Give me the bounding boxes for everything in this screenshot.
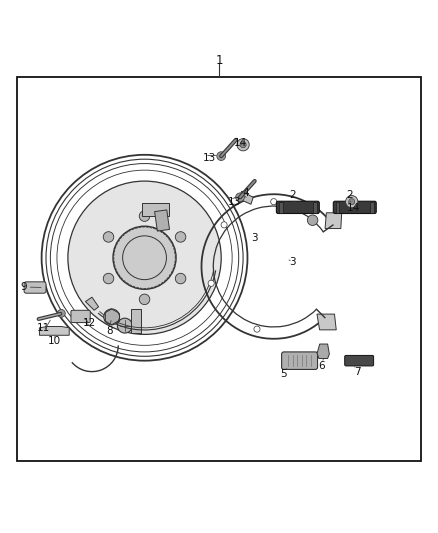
- Bar: [131, 309, 141, 333]
- Text: 14: 14: [233, 138, 247, 148]
- Bar: [142, 204, 169, 216]
- Bar: [313, 202, 317, 213]
- Circle shape: [254, 326, 260, 332]
- Circle shape: [240, 142, 246, 148]
- Polygon shape: [238, 191, 253, 204]
- FancyBboxPatch shape: [71, 310, 90, 322]
- Circle shape: [237, 139, 249, 151]
- Text: 10: 10: [48, 336, 61, 346]
- Bar: [336, 202, 339, 213]
- FancyBboxPatch shape: [333, 201, 376, 214]
- Bar: [279, 202, 283, 213]
- Text: 13: 13: [203, 153, 216, 163]
- Polygon shape: [317, 344, 329, 359]
- Circle shape: [236, 193, 244, 201]
- Bar: [17, 77, 421, 462]
- Polygon shape: [325, 213, 342, 229]
- Text: 11: 11: [37, 323, 50, 333]
- Text: 5: 5: [280, 369, 287, 379]
- Circle shape: [217, 152, 226, 160]
- Polygon shape: [317, 314, 336, 330]
- Bar: [370, 202, 374, 213]
- Circle shape: [57, 310, 65, 317]
- Text: 1: 1: [215, 54, 223, 67]
- Text: 2: 2: [289, 190, 296, 200]
- Circle shape: [117, 318, 132, 333]
- Text: 2: 2: [346, 190, 353, 200]
- FancyBboxPatch shape: [276, 201, 319, 214]
- Circle shape: [346, 196, 358, 208]
- Circle shape: [139, 211, 150, 221]
- Circle shape: [103, 232, 114, 242]
- Circle shape: [221, 222, 227, 228]
- Text: 9: 9: [20, 282, 27, 292]
- Text: 8: 8: [106, 326, 113, 336]
- Text: 7: 7: [353, 367, 360, 377]
- Circle shape: [271, 199, 277, 205]
- FancyBboxPatch shape: [282, 352, 318, 369]
- Circle shape: [113, 226, 176, 289]
- Text: 13: 13: [228, 197, 241, 207]
- Circle shape: [103, 273, 114, 284]
- Circle shape: [68, 181, 221, 334]
- Circle shape: [208, 280, 214, 286]
- Circle shape: [307, 215, 318, 225]
- Circle shape: [349, 199, 355, 205]
- Text: 3: 3: [251, 233, 258, 243]
- Text: 12: 12: [83, 318, 96, 328]
- Text: 3: 3: [289, 257, 296, 267]
- Circle shape: [139, 294, 150, 304]
- Circle shape: [175, 232, 186, 242]
- Polygon shape: [85, 297, 99, 310]
- FancyBboxPatch shape: [24, 282, 46, 293]
- Bar: [155, 210, 170, 231]
- Circle shape: [104, 309, 120, 325]
- Text: 6: 6: [318, 361, 325, 372]
- FancyBboxPatch shape: [345, 356, 374, 366]
- Circle shape: [175, 273, 186, 284]
- Text: 14: 14: [347, 203, 360, 213]
- Text: 4: 4: [242, 188, 249, 198]
- Polygon shape: [39, 327, 69, 335]
